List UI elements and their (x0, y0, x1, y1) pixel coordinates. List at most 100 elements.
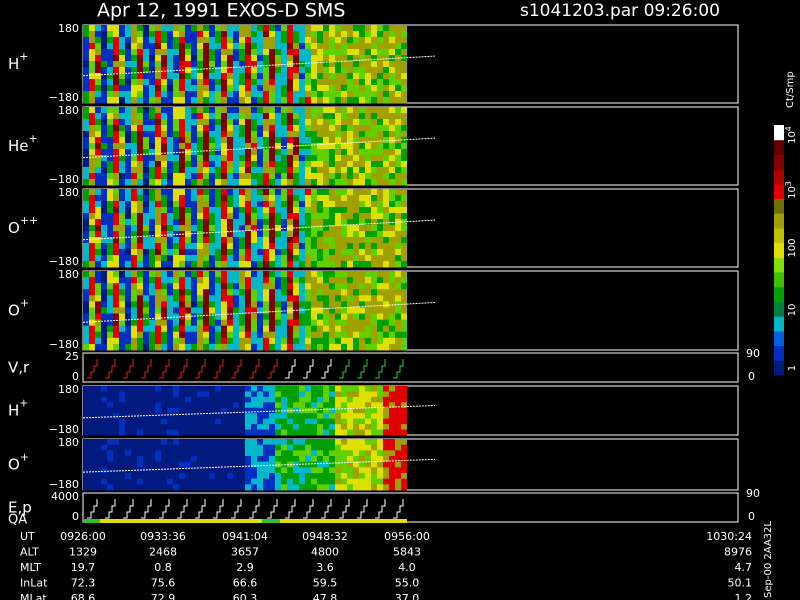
spectrogram-cell (155, 484, 161, 491)
spectrogram-cell (113, 325, 119, 333)
spectrogram-cell (341, 313, 347, 321)
spectrogram-cell (401, 243, 407, 250)
spectrogram-cell (263, 313, 269, 321)
spectrogram-cell (191, 391, 197, 398)
spectrogram-cell (371, 31, 377, 38)
spectrogram-cell (155, 67, 161, 74)
spectrogram-cell (215, 249, 221, 256)
spectrogram-cell (299, 37, 305, 44)
spectrogram-cell (365, 161, 371, 168)
spectrogram-cell (257, 73, 263, 80)
spectrogram-cell (287, 429, 293, 436)
spectrogram-cell (395, 49, 401, 56)
spectrogram-cell (401, 213, 407, 220)
spectrogram-cell (239, 213, 245, 220)
spectrogram-cell (149, 255, 155, 262)
spectrogram-cell (203, 137, 209, 144)
spectrogram-cell (197, 439, 203, 446)
spectrogram-cell (167, 119, 173, 126)
quality-bar (100, 519, 262, 523)
spectrogram-cell (377, 97, 383, 104)
spectrogram-cell (245, 473, 251, 480)
spectrogram-cell (293, 331, 299, 339)
spectrogram-cell (95, 271, 101, 278)
spectrogram-cell (245, 91, 251, 98)
spectrogram-cell (137, 179, 143, 186)
spectrogram-cell (245, 456, 251, 463)
spectrogram-cell (275, 331, 281, 339)
spectrogram-cell (107, 25, 113, 32)
spectrogram-cell (131, 418, 137, 425)
spectrogram-cell (89, 424, 95, 431)
spectrogram-cell (143, 424, 149, 431)
spectrogram-cell (311, 155, 317, 162)
spectrogram-cell (143, 439, 149, 446)
spectrogram-cell (167, 484, 173, 491)
spectrogram-cell (101, 343, 107, 351)
spectrogram-cell (317, 473, 323, 480)
spectrogram-cell (311, 113, 317, 120)
spectrogram-cell (149, 418, 155, 425)
spectrogram-cell (227, 137, 233, 144)
spectrogram-cell (203, 219, 209, 226)
spectrogram-cell (209, 231, 215, 238)
spectrogram-cell (155, 391, 161, 398)
spectrogram-cell (167, 107, 173, 114)
spectrogram-cell (347, 143, 353, 150)
spectrogram-cell (395, 313, 401, 321)
spectrogram-cell (125, 295, 131, 302)
spectrogram-cell (233, 113, 239, 120)
spectrogram-cell (197, 195, 203, 202)
spectrogram-cell (221, 155, 227, 162)
spectrogram-cell (239, 231, 245, 238)
spectrogram-cell (95, 43, 101, 50)
spectrogram-cell (173, 107, 179, 114)
spectrogram-cell (119, 73, 125, 80)
spectrogram-cell (299, 407, 305, 414)
spectrogram-cell (329, 225, 335, 232)
spectrogram-cell (203, 261, 209, 268)
spectrogram-cell (329, 201, 335, 208)
spectrogram-cell (161, 213, 167, 220)
spectrogram-cell (245, 167, 251, 174)
spectrogram-cell (233, 402, 239, 409)
spectrogram-cell (149, 161, 155, 168)
spectrogram-cell (191, 125, 197, 132)
spectrogram-cell (353, 167, 359, 174)
spectrogram-cell (371, 413, 377, 420)
spectrogram-cell (215, 478, 221, 485)
spectrogram-cell (167, 255, 173, 262)
spectrogram-cell (125, 91, 131, 98)
spectrogram-cell (383, 61, 389, 68)
spectrogram-cell (377, 277, 383, 284)
spectrogram-cell (341, 37, 347, 44)
spectrogram-cell (353, 55, 359, 62)
spectrogram-cell (395, 67, 401, 74)
spectrogram-cell (125, 143, 131, 150)
spectrogram-cell (353, 271, 359, 278)
spectrogram-cell (143, 319, 149, 327)
spectrogram-cell (119, 283, 125, 290)
spectrogram-cell (281, 424, 287, 431)
spectrogram-cell (179, 25, 185, 32)
spectrogram-cell (239, 249, 245, 256)
spectrogram-cell (125, 391, 131, 398)
spectrogram-cell (245, 295, 251, 302)
spectrogram-cell (227, 249, 233, 256)
spectrogram-cell (311, 261, 317, 268)
spectrogram-cell (251, 97, 257, 104)
spectrogram-cell (359, 31, 365, 38)
spectrogram-cell (245, 31, 251, 38)
spectrogram-cell (185, 79, 191, 86)
spectrogram-cell (263, 143, 269, 150)
spectrogram-cell (257, 107, 263, 114)
spectrogram-cell (221, 402, 227, 409)
spectrogram-cell (131, 307, 137, 315)
spectrogram-cell (83, 237, 89, 244)
spectrogram-cell (155, 73, 161, 80)
spectrogram-cell (383, 277, 389, 284)
spectrogram-cell (395, 325, 401, 333)
spectrogram-cell (389, 484, 395, 491)
spectrogram-cell (143, 343, 149, 351)
spectrogram-cell (299, 331, 305, 339)
